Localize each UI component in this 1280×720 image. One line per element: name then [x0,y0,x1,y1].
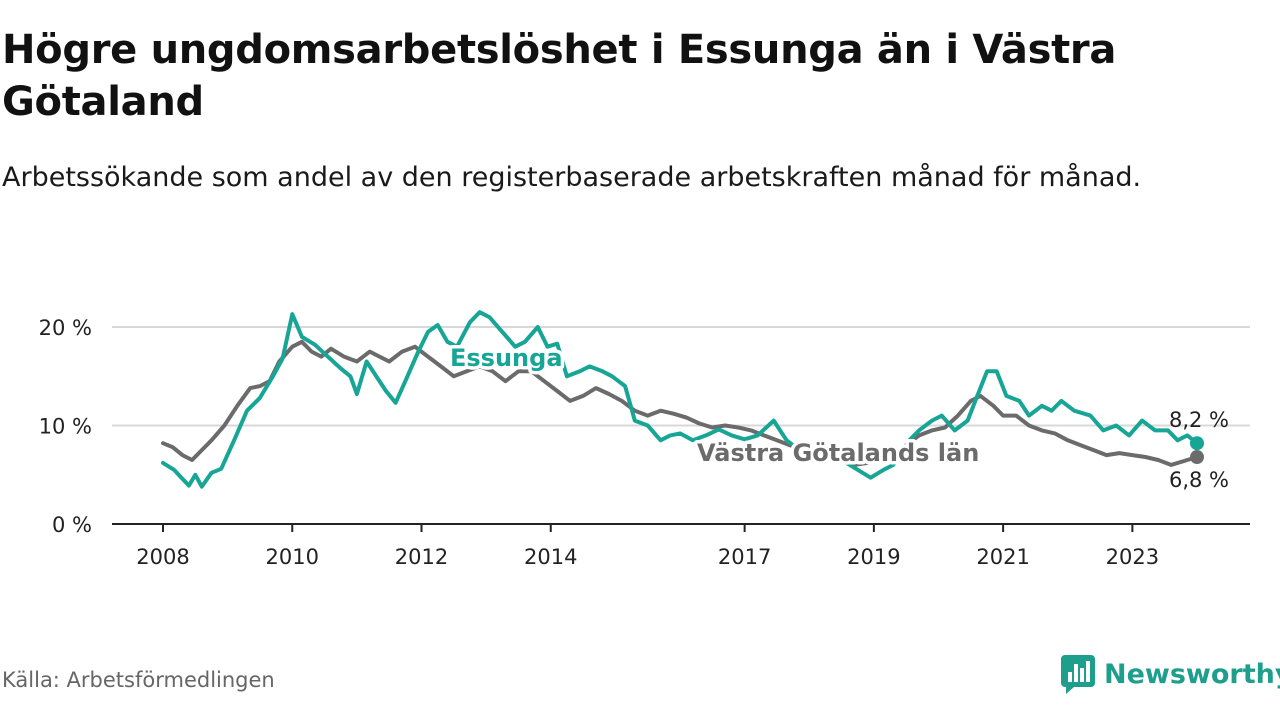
x-tick-label: 2019 [847,545,900,569]
brand-name: Newsworthy [1104,658,1280,690]
x-tick-label: 2023 [1106,545,1159,569]
x-tick-label: 2008 [136,545,189,569]
x-tick-label: 2010 [266,545,319,569]
series-lines [161,310,1204,489]
vgl-end-point [1190,450,1204,465]
essunga-end-point [1190,436,1204,451]
chart-subtitle: Arbetssökande som andel av den registerb… [2,162,1142,193]
vgl-label-halo: Västra Götalands län [697,439,979,467]
x-tick-label: 2017 [718,545,771,569]
vgl-end-label: 6,8 % [1169,468,1229,492]
vgl-line [161,339,1199,467]
brand-logo[interactable]: Newsworthy [1060,654,1280,694]
axes: 0 % 10 % 20 % 2008 2010 2012 2014 2017 2019 2021 2… [39,316,1250,569]
grid-lines [112,326,1250,427]
newsworthy-icon [1061,655,1095,694]
y-tick-label: 10 % [39,415,92,439]
vgl-label: Västra Götalands län [697,439,979,467]
x-tick-label: 2012 [395,545,448,569]
y-tick-label: 20 % [39,316,92,340]
essunga-end-label: 8,2 % [1169,408,1229,432]
x-tick-label: 2021 [976,545,1029,569]
essunga-line [161,310,1199,489]
x-tick-label: 2014 [524,545,577,569]
source-note: Källa: Arbetsförmedlingen [2,668,275,692]
chart-title: Högre ungdomsarbetslöshet i Essunga än i… [2,27,1117,125]
essunga-label-halo: Essunga [450,344,563,372]
essunga-label: Essunga [450,344,563,372]
y-tick-label: 0 % [52,513,92,537]
